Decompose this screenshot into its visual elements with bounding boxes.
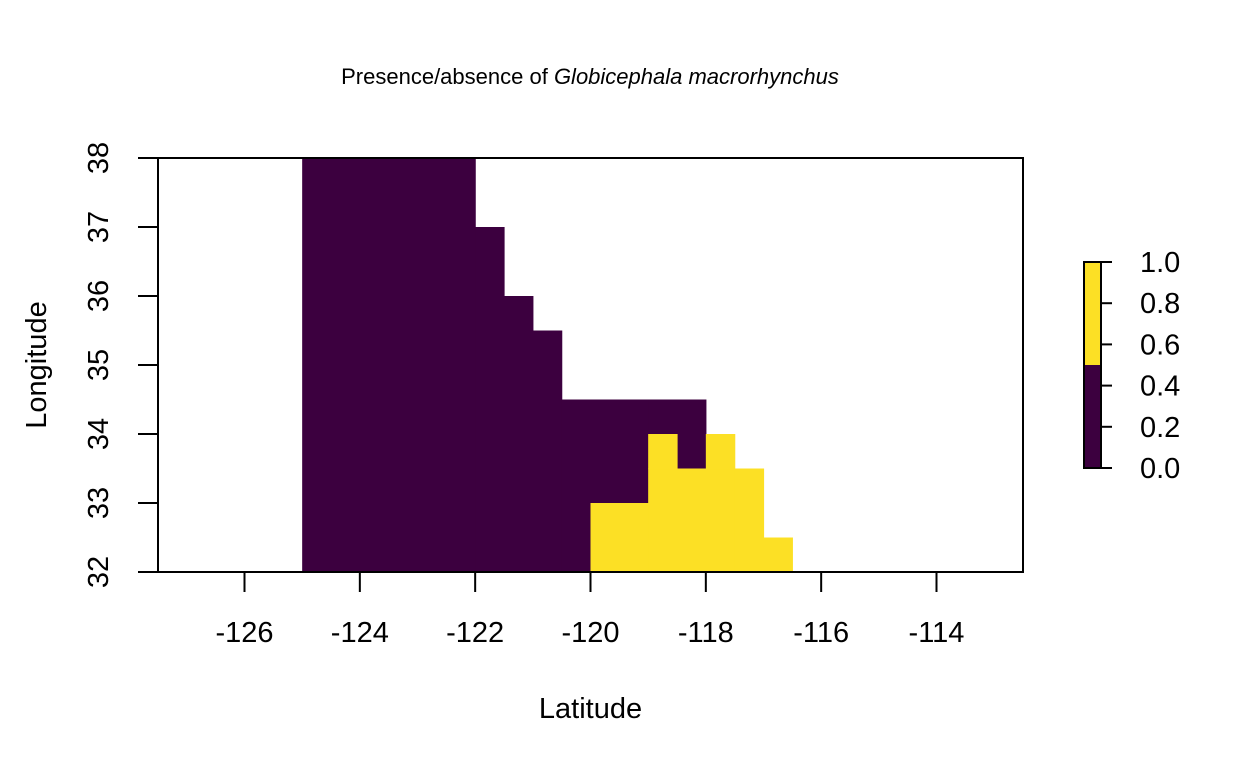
- legend-tick-label: 0.8: [1140, 288, 1180, 320]
- legend-tick-label: 1.0: [1140, 247, 1180, 279]
- heatmap-cell-1: [475, 227, 505, 573]
- heatmap-cell-6: [648, 399, 707, 435]
- y-tick-label: 36: [83, 280, 115, 312]
- x-tick-label: -122: [446, 617, 504, 649]
- chart-title: Presence/absence of Globicephala macrorh…: [0, 64, 1180, 90]
- x-tick-label: -120: [561, 617, 619, 649]
- x-axis-label: Latitude: [539, 693, 642, 725]
- legend-tick-label: 0.0: [1140, 453, 1180, 485]
- heatmap-cell-5: [590, 399, 649, 504]
- heatmap-cell-13: [763, 537, 793, 573]
- y-axis: 32 33 34 35 36 37 38: [83, 142, 159, 588]
- y-tick-label: 37: [83, 211, 115, 243]
- chart-title-prefix: Presence/absence of: [341, 64, 554, 89]
- x-tick-label: -116: [793, 617, 849, 649]
- y-axis-label: Longitude: [21, 301, 53, 428]
- heatmap-cell-0: [302, 158, 476, 573]
- y-tick-label: 35: [83, 349, 115, 381]
- heatmap-cell-3: [532, 330, 563, 573]
- legend-tick-label: 0.2: [1140, 412, 1180, 444]
- heatmap-cell-4: [561, 399, 592, 573]
- heatmap-cell-2: [504, 296, 534, 573]
- y-tick-label: 34: [83, 418, 115, 450]
- legend-band-1: [1084, 262, 1101, 365]
- heatmap-cell-9: [648, 468, 736, 573]
- heatmap-cell-10: [648, 434, 678, 470]
- x-tick-label: -114: [909, 617, 965, 649]
- legend-frame: [1083, 261, 1102, 469]
- legend-band-0: [1084, 365, 1101, 468]
- legend-tick-label: 0.6: [1140, 329, 1180, 361]
- chart-title-species: Globicephala macrorhynchus: [553, 64, 839, 89]
- x-tick-label: -126: [215, 617, 273, 649]
- heatmap-cell-12: [734, 468, 765, 573]
- cells-layer: [302, 158, 793, 573]
- heatmap-cell-8: [590, 503, 649, 573]
- y-tick-label: 32: [83, 556, 115, 588]
- heatmap-cell-7: [677, 434, 707, 470]
- color-legend: 0.0 0.2 0.4 0.6 0.8 1.0: [1083, 247, 1180, 485]
- x-tick-label: -124: [331, 617, 389, 649]
- legend-tick-label: 0.4: [1140, 371, 1180, 403]
- heatmap-cell-11: [705, 434, 736, 470]
- x-axis: -126 -124 -122 -120 -118 -116 -114: [215, 571, 965, 649]
- y-tick-label: 33: [83, 487, 115, 519]
- y-tick-label: 38: [83, 142, 115, 174]
- x-tick-label: -118: [678, 617, 734, 649]
